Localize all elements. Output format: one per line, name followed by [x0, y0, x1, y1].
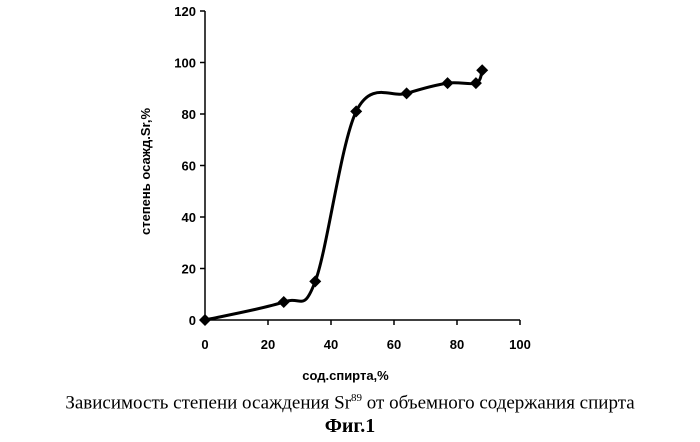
y-tick-label: 120 — [174, 4, 196, 19]
data-points — [199, 64, 488, 326]
x-tick-label: 80 — [450, 337, 464, 352]
y-tick-label: 80 — [182, 107, 196, 122]
data-point — [350, 105, 362, 117]
data-point — [199, 314, 211, 326]
figure-caption: Зависимость степени осаждения Sr89 от об… — [0, 392, 700, 414]
chart: 0 20 40 60 80 100 120 0 20 40 60 80 100 степень оса… — [0, 0, 700, 392]
figure-label: Фиг.1 — [0, 415, 700, 438]
x-tick-label: 20 — [261, 337, 275, 352]
data-point — [476, 64, 488, 76]
data-point — [401, 87, 413, 99]
y-axis-title: степень осажд.Sr,% — [138, 108, 153, 235]
data-point — [278, 296, 290, 308]
x-tick-label: 40 — [324, 337, 338, 352]
caption-text-before: Зависимость степени осаждения Sr — [65, 392, 351, 413]
y-tick-label: 20 — [182, 262, 196, 277]
x-tick-label: 60 — [387, 337, 401, 352]
x-axis-title: сод.спирта,% — [302, 368, 389, 383]
caption-text-after: от объемного содержания спирта — [362, 392, 635, 413]
data-point — [442, 77, 454, 89]
data-point — [309, 275, 321, 287]
x-tick-label: 100 — [509, 337, 531, 352]
y-tick-label: 40 — [182, 210, 196, 225]
y-tick-label: 60 — [182, 159, 196, 174]
caption-superscript: 89 — [351, 392, 362, 404]
y-tick-label: 100 — [174, 56, 196, 71]
x-axis: 0 20 40 60 80 100 — [201, 320, 530, 352]
y-axis: 0 20 40 60 80 100 120 — [174, 4, 205, 328]
x-tick-label: 0 — [201, 337, 208, 352]
series-line — [205, 70, 482, 320]
y-tick-label: 0 — [189, 313, 196, 328]
